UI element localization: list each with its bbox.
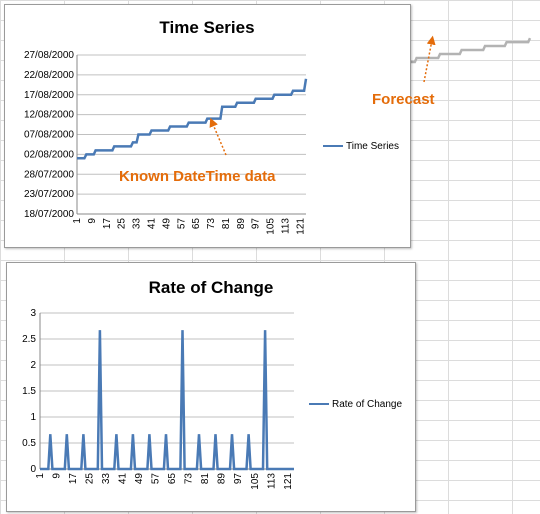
x-tick-label: 25 <box>85 473 96 485</box>
y-tick-label: 0 <box>30 464 36 475</box>
y-tick-label: 22/08/2000 <box>24 70 74 81</box>
y-tick-label: 2.5 <box>22 334 36 345</box>
x-tick-label: 81 <box>221 218 232 230</box>
x-tick-label: 25 <box>117 218 128 230</box>
rate-of-change-plot: Rate of Change 00.511.522.53 1 9 17 25 33 41 4… <box>22 278 402 490</box>
x-tick-label: 65 <box>167 473 178 485</box>
legend-label: Time Series <box>346 141 399 152</box>
time-series-plot: Time Series 18/07/2000 23/07/2000 28/07/20… <box>24 18 399 235</box>
x-tick-label: 105 <box>250 473 261 490</box>
x-tick-label: 89 <box>236 218 247 230</box>
time-series-chart[interactable]: Time Series 18/07/2000 23/07/2000 28/07/20… <box>4 4 411 248</box>
y-tick-label: 0.5 <box>22 438 36 449</box>
x-tick-label: 97 <box>233 473 244 485</box>
x-tick-label: 57 <box>176 218 187 230</box>
y-tick-label: 1.5 <box>22 386 36 397</box>
x-tick-label: 81 <box>200 473 211 485</box>
x-tick-label: 9 <box>87 218 98 224</box>
x-tick-label: 17 <box>68 473 79 485</box>
x-tick-label: 1 <box>35 473 46 479</box>
x-tick-label: 33 <box>132 218 143 230</box>
chart-title: Rate of Change <box>149 278 274 297</box>
x-tick-label: 73 <box>184 473 195 485</box>
y-tick-label: 27/08/2000 <box>24 50 74 61</box>
x-tick-label: 57 <box>151 473 162 485</box>
y-tick-label: 28/07/2000 <box>24 169 74 180</box>
x-tick-label: 49 <box>134 473 145 485</box>
x-tick-label: 73 <box>206 218 217 230</box>
x-tick-label: 113 <box>281 218 292 234</box>
x-tick-label: 17 <box>102 218 113 230</box>
x-tick-label: 33 <box>101 473 112 485</box>
chart-title: Time Series <box>159 18 254 37</box>
y-tick-label: 12/08/2000 <box>24 110 74 121</box>
x-tick-label: 121 <box>295 218 306 235</box>
series-line-rate-of-change <box>40 330 294 471</box>
rate-of-change-chart[interactable]: Rate of Change 0 0.5 1 1.5 2 2.5 3 1 9 17 25 33 41 4… <box>6 262 416 512</box>
x-tick-label: 1 <box>72 218 83 224</box>
x-tick-label: 113 <box>266 473 277 489</box>
x-tick-label: 97 <box>251 218 262 230</box>
x-tick-label: 121 <box>283 473 294 490</box>
y-tick-label: 07/08/2000 <box>24 130 74 141</box>
series-line-time-series <box>77 78 308 160</box>
y-tick-label: 2 <box>30 360 36 371</box>
x-tick-label: 49 <box>161 218 172 230</box>
x-tick-label: 9 <box>52 473 63 479</box>
x-tick-label: 41 <box>118 473 129 485</box>
legend-label: Rate of Change <box>332 399 402 410</box>
y-tick-label: 3 <box>30 308 36 319</box>
y-tick-label: 18/07/2000 <box>24 209 74 220</box>
y-tick-label: 23/07/2000 <box>24 189 74 200</box>
x-tick-label: 41 <box>146 218 157 230</box>
y-tick-label: 17/08/2000 <box>24 90 74 101</box>
y-tick-label: 02/08/2000 <box>24 149 74 160</box>
x-tick-label: 105 <box>266 218 277 235</box>
x-tick-label: 65 <box>191 218 202 230</box>
x-tick-label: 89 <box>217 473 228 485</box>
y-tick-label: 1 <box>30 412 36 423</box>
